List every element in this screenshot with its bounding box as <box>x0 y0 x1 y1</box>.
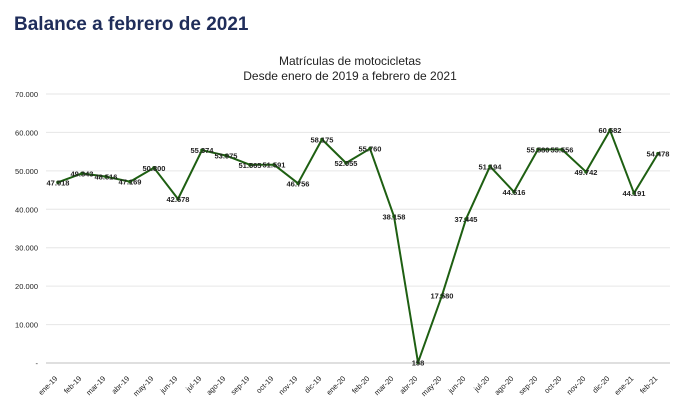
x-tick-label: abr-19 <box>110 374 132 396</box>
data-point <box>440 293 444 298</box>
data-point <box>272 162 276 167</box>
data-point <box>320 137 324 142</box>
data-label: 47.169 <box>119 178 142 187</box>
data-point <box>224 153 228 158</box>
x-tick-label: feb-19 <box>62 374 83 395</box>
data-label: 51.591 <box>263 161 286 170</box>
x-tick-label: ago-19 <box>205 374 228 397</box>
data-point <box>536 147 540 152</box>
data-point <box>248 163 252 167</box>
x-tick-label: oct-19 <box>254 374 275 395</box>
data-label: 42.678 <box>167 195 190 204</box>
data-point <box>104 174 108 179</box>
data-point <box>296 181 300 186</box>
x-tick-label: jul-19 <box>183 374 203 394</box>
data-point <box>416 360 420 365</box>
data-point <box>344 161 348 165</box>
x-tick-label: dic-20 <box>591 374 612 395</box>
data-point <box>512 190 516 194</box>
x-tick-label: ago-20 <box>493 374 516 397</box>
data-label: 55.580 <box>527 145 550 154</box>
data-label: 38.158 <box>383 212 406 221</box>
chart-subtitle: Desde enero de 2019 a febrero de 2021 <box>243 69 457 83</box>
x-tick-label: jun-19 <box>158 374 180 396</box>
grid-layer <box>46 93 670 326</box>
data-label: 44.516 <box>503 188 526 197</box>
x-tick-label: nov-19 <box>277 374 300 397</box>
data-label: 158 <box>412 358 425 367</box>
x-tick-label: feb-21 <box>638 374 659 395</box>
y-tick-label: - <box>36 359 39 368</box>
data-label: 49.343 <box>71 169 94 178</box>
data-point <box>608 128 612 132</box>
y-tick-label: 70.000 <box>15 90 38 99</box>
y-tick-label: 40.000 <box>15 205 38 214</box>
data-point <box>464 217 468 221</box>
series-line <box>57 129 659 364</box>
x-tick-label: may-20 <box>419 374 443 398</box>
x-tick-label: ene-21 <box>613 374 636 397</box>
data-label: 48.516 <box>95 173 118 182</box>
data-label: 58.175 <box>311 135 334 144</box>
chart-title: Matrículas de motocicletas <box>278 54 422 68</box>
data-label: 55.760 <box>359 145 382 154</box>
data-label: 17.580 <box>431 291 454 300</box>
line-layer <box>56 128 660 365</box>
x-tick-label: ene-19 <box>37 374 60 397</box>
x-tick-label: jul-20 <box>471 374 491 394</box>
data-label: 50.800 <box>143 164 166 173</box>
x-tick-label: dic-19 <box>303 374 324 395</box>
y-tick-label: 30.000 <box>15 244 38 253</box>
data-point <box>392 214 396 219</box>
data-label: 49.742 <box>575 168 598 177</box>
x-tick-label: mar-19 <box>84 374 107 397</box>
data-point <box>176 197 180 201</box>
data-label: 51.565 <box>239 161 262 170</box>
data-point <box>200 148 204 153</box>
y-tick-label: 50.000 <box>15 167 38 176</box>
data-label: 37.445 <box>455 215 478 224</box>
data-point <box>584 170 588 174</box>
page-heading: Balance a febrero de 2021 <box>14 14 249 35</box>
data-label: 53.975 <box>215 152 238 161</box>
data-label: 46.756 <box>287 179 310 188</box>
data-point <box>368 146 372 151</box>
data-label: 55.374 <box>191 146 215 155</box>
x-tick-label: jun-20 <box>446 374 468 396</box>
x-tick-label: feb-20 <box>350 374 371 395</box>
x-tick-label: mar-20 <box>372 374 395 397</box>
y-tick-label: 20.000 <box>15 282 38 291</box>
data-label: 52.055 <box>335 159 358 168</box>
data-label: 54.478 <box>647 150 670 159</box>
y-tick-label: 60.000 <box>15 128 38 137</box>
data-point <box>560 147 564 152</box>
data-point <box>488 164 492 169</box>
axis-layer: - 10.000 20.000 30.000 40.000 50.000 60.000 70.… <box>15 90 670 398</box>
data-point <box>632 191 636 195</box>
data-label: 47.018 <box>47 178 70 187</box>
x-tick-label: sep-20 <box>517 374 540 397</box>
data-label: 44.191 <box>623 189 646 198</box>
data-point <box>128 179 132 184</box>
data-point <box>656 151 660 156</box>
x-tick-label: oct-20 <box>542 374 563 395</box>
x-tick-label: nov-20 <box>565 374 588 397</box>
data-label: 60.582 <box>599 126 622 135</box>
x-tick-label: may-19 <box>131 374 155 398</box>
data-point <box>56 180 60 185</box>
data-point <box>80 171 84 176</box>
y-tick-label: 10.000 <box>15 321 38 330</box>
data-label: 51.194 <box>479 162 503 171</box>
x-tick-label: abr-20 <box>398 374 420 396</box>
x-tick-label: ene-20 <box>325 374 348 397</box>
x-tick-label: sep-19 <box>229 374 252 397</box>
data-point <box>152 165 156 170</box>
data-label: 55.556 <box>551 146 574 155</box>
